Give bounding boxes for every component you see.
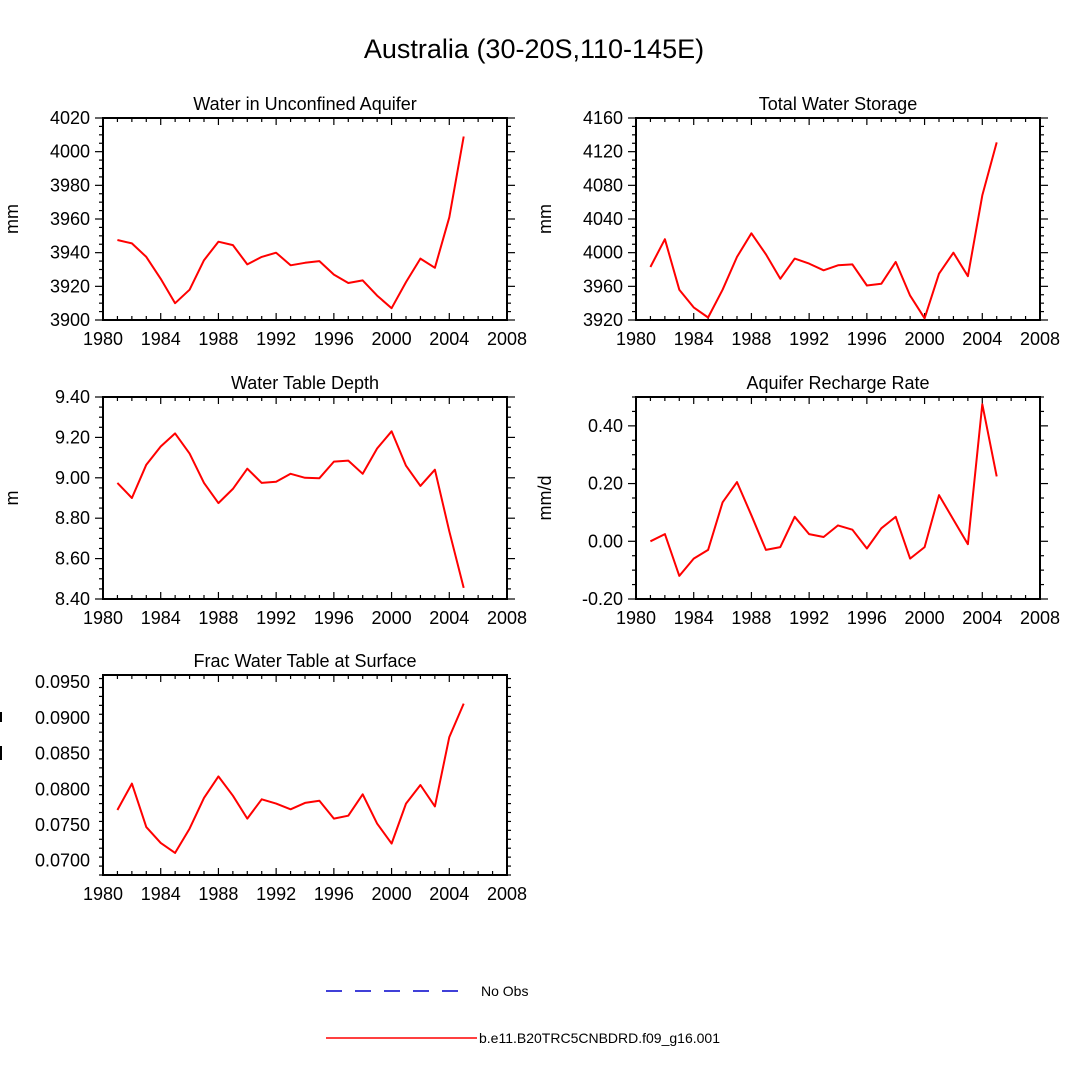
panel-3: 1980 1984 1988 1992 1996 2000 2004 2008 8.40 8.60… — [2, 373, 527, 628]
y-tick-label: 9.40 — [55, 387, 90, 407]
y-tick-label: 3920 — [50, 276, 90, 296]
plot-frame — [102, 396, 508, 600]
y-tick-label: 3940 — [50, 243, 90, 263]
y-tick-label: 0.0750 — [35, 815, 90, 835]
series-line-model — [649, 142, 998, 320]
x-tick-label: 2000 — [372, 329, 412, 349]
x-tick-label: 1988 — [731, 608, 771, 628]
panel-title: Aquifer Recharge Rate — [746, 373, 929, 393]
y-tick-label: 0.0800 — [35, 779, 90, 799]
x-tick-label: 2004 — [429, 884, 469, 904]
panel-title: Water Table Depth — [231, 373, 379, 393]
y-tick-label: 3920 — [583, 310, 623, 330]
x-tick-label: 1984 — [674, 608, 714, 628]
x-tick-label: 1996 — [314, 329, 354, 349]
x-tick-label: 1992 — [789, 329, 829, 349]
panel-title: Frac Water Table at Surface — [193, 651, 416, 671]
x-tick-label: 2008 — [1020, 329, 1060, 349]
x-tick-label: 1988 — [731, 329, 771, 349]
y-tick-label: -0.20 — [582, 589, 623, 609]
x-tick-label: 1992 — [256, 329, 296, 349]
y-tick-label: 4080 — [583, 175, 623, 195]
y-tick-label: 4040 — [583, 209, 623, 229]
x-tick-label: 2004 — [429, 329, 469, 349]
y-tick-label: 3960 — [50, 209, 90, 229]
x-tick-label: 1984 — [674, 329, 714, 349]
y-tick-label: 8.60 — [55, 549, 90, 569]
y-tick-label: 0.40 — [588, 416, 623, 436]
y-tick-label: 3900 — [50, 310, 90, 330]
figure-title: Australia (30-20S,110-145E) — [363, 34, 705, 64]
x-tick-label: 1988 — [198, 329, 238, 349]
panel-1: 1980 1984 1988 1992 1996 2000 2004 2008 3900 3920… — [2, 94, 527, 349]
x-tick-label: 1992 — [256, 884, 296, 904]
panel-2: 1980 1984 1988 1992 1996 2000 2004 2008 3920 3960… — [535, 94, 1060, 349]
y-tick-label: 0.0850 — [35, 744, 90, 764]
x-tick-label: 1984 — [141, 608, 181, 628]
x-tick-label: 1996 — [314, 608, 354, 628]
x-tick-label: 2004 — [429, 608, 469, 628]
x-tick-label: 2000 — [905, 329, 945, 349]
series-line-model — [116, 703, 465, 854]
y-tick-label: 8.80 — [55, 508, 90, 528]
y-tick-label: 4000 — [50, 142, 90, 162]
x-tick-label: 2008 — [487, 608, 527, 628]
y-tick-label: 8.40 — [55, 589, 90, 609]
x-tick-label: 1988 — [198, 608, 238, 628]
y-axis-label: m — [2, 491, 22, 506]
y-tick-label: 0.20 — [588, 474, 623, 494]
cropped-label-fragment — [0, 746, 2, 760]
x-tick-label: 2008 — [487, 884, 527, 904]
y-axis-label: mm/d — [535, 476, 555, 521]
x-tick-label: 1980 — [616, 329, 656, 349]
y-tick-label: 4160 — [583, 108, 623, 128]
series-line-model — [116, 430, 465, 589]
x-tick-label: 1980 — [616, 608, 656, 628]
y-tick-label: 9.00 — [55, 468, 90, 488]
x-tick-label: 1980 — [83, 884, 123, 904]
x-tick-label: 2000 — [905, 608, 945, 628]
x-tick-label: 1992 — [789, 608, 829, 628]
y-tick-label: 0.0950 — [35, 672, 90, 692]
series-line-model — [117, 136, 465, 310]
y-tick-label: 4120 — [583, 142, 623, 162]
y-axis-label: mm — [2, 204, 22, 234]
x-tick-label: 1984 — [141, 884, 181, 904]
plot-frame — [102, 117, 508, 321]
y-tick-label: 0.00 — [588, 531, 623, 551]
legend-label-obs: No Obs — [481, 983, 529, 999]
x-tick-label: 1988 — [198, 884, 238, 904]
y-tick-label: 3960 — [583, 276, 623, 296]
x-tick-label: 2000 — [372, 884, 412, 904]
y-tick-label: 4020 — [50, 108, 90, 128]
y-tick-label: 3980 — [50, 175, 90, 195]
x-tick-label: 1992 — [256, 608, 296, 628]
panel-5: 1980 1984 1988 1992 1996 2000 2004 2008 0.0700 0.… — [35, 651, 527, 904]
x-tick-label: 2004 — [962, 608, 1002, 628]
cropped-label-fragment — [0, 712, 2, 722]
y-tick-label: 4000 — [583, 243, 623, 263]
x-tick-label: 1996 — [847, 329, 887, 349]
x-tick-label: 1980 — [83, 608, 123, 628]
panel-4: 1980 1984 1988 1992 1996 2000 2004 2008 -0.20 0.0… — [535, 373, 1060, 628]
panel-title: Water in Unconfined Aquifer — [193, 94, 416, 114]
series-line-model — [649, 403, 998, 577]
y-tick-label: 9.20 — [55, 427, 90, 447]
y-axis-label: mm — [535, 204, 555, 234]
x-tick-label: 2008 — [487, 329, 527, 349]
plot-frame — [635, 117, 1041, 321]
x-tick-label: 2008 — [1020, 608, 1060, 628]
x-tick-label: 2004 — [962, 329, 1002, 349]
x-tick-label: 1980 — [83, 329, 123, 349]
x-tick-label: 1996 — [314, 884, 354, 904]
y-tick-label: 0.0900 — [35, 708, 90, 728]
y-tick-label: 0.0700 — [35, 851, 90, 871]
x-tick-label: 1996 — [847, 608, 887, 628]
legend-label-model: b.e11.B20TRC5CNBDRD.f09_g16.001 — [479, 1030, 720, 1046]
x-tick-label: 2000 — [372, 608, 412, 628]
panel-title: Total Water Storage — [759, 94, 917, 114]
x-tick-label: 1984 — [141, 329, 181, 349]
